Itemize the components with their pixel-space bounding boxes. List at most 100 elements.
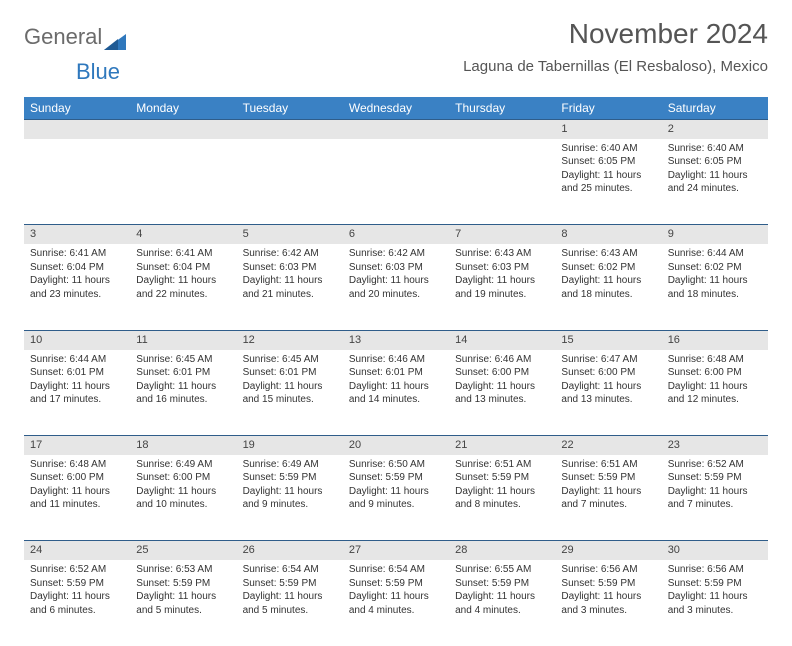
weekday-friday: Friday <box>555 97 661 120</box>
day-cell: Sunrise: 6:54 AMSunset: 5:59 PMDaylight:… <box>343 560 449 646</box>
day-number-cell: 13 <box>343 330 449 349</box>
daynum-row: 10111213141516 <box>24 330 768 349</box>
day-cell: Sunrise: 6:45 AMSunset: 6:01 PMDaylight:… <box>130 350 236 436</box>
daylight-text: Daylight: 11 hours and 8 minutes. <box>455 485 549 512</box>
daylight-text: Daylight: 11 hours and 5 minutes. <box>243 590 337 617</box>
day-number-cell: 25 <box>130 541 236 560</box>
day-cell: Sunrise: 6:41 AMSunset: 6:04 PMDaylight:… <box>24 244 130 330</box>
day-number: 21 <box>455 438 549 453</box>
daylight-text: Daylight: 11 hours and 3 minutes. <box>668 590 762 617</box>
day-number-cell: 18 <box>130 436 236 455</box>
day-number-cell: 5 <box>237 225 343 244</box>
day-number: 30 <box>668 543 762 558</box>
sunrise-text: Sunrise: 6:51 AM <box>561 458 655 472</box>
day-number-cell: 3 <box>24 225 130 244</box>
daylight-text: Daylight: 11 hours and 13 minutes. <box>455 380 549 407</box>
day-cell-content: Sunrise: 6:42 AMSunset: 6:03 PMDaylight:… <box>343 244 449 307</box>
week-row: Sunrise: 6:48 AMSunset: 6:00 PMDaylight:… <box>24 455 768 541</box>
logo-triangle-icon <box>104 32 126 52</box>
day-number: 4 <box>136 227 230 242</box>
day-number-cell: 23 <box>662 436 768 455</box>
sunrise-text: Sunrise: 6:43 AM <box>561 247 655 261</box>
weekday-sunday: Sunday <box>24 97 130 120</box>
daylight-text: Daylight: 11 hours and 22 minutes. <box>136 274 230 301</box>
month-title: November 2024 <box>463 18 768 50</box>
day-cell-content: Sunrise: 6:56 AMSunset: 5:59 PMDaylight:… <box>662 560 768 623</box>
day-cell-content: Sunrise: 6:51 AMSunset: 5:59 PMDaylight:… <box>449 455 555 518</box>
sunrise-text: Sunrise: 6:56 AM <box>668 563 762 577</box>
day-cell-content: Sunrise: 6:45 AMSunset: 6:01 PMDaylight:… <box>237 350 343 413</box>
day-number-cell: 30 <box>662 541 768 560</box>
day-cell: Sunrise: 6:51 AMSunset: 5:59 PMDaylight:… <box>555 455 661 541</box>
day-cell-content <box>343 139 449 148</box>
day-cell: Sunrise: 6:48 AMSunset: 6:00 PMDaylight:… <box>24 455 130 541</box>
sunrise-text: Sunrise: 6:53 AM <box>136 563 230 577</box>
day-number: 19 <box>243 438 337 453</box>
weekday-wednesday: Wednesday <box>343 97 449 120</box>
sunrise-text: Sunrise: 6:52 AM <box>668 458 762 472</box>
sunset-text: Sunset: 6:03 PM <box>455 261 549 275</box>
sunset-text: Sunset: 5:59 PM <box>243 577 337 591</box>
sunrise-text: Sunrise: 6:41 AM <box>30 247 124 261</box>
daylight-text: Daylight: 11 hours and 16 minutes. <box>136 380 230 407</box>
daylight-text: Daylight: 11 hours and 4 minutes. <box>455 590 549 617</box>
sunrise-text: Sunrise: 6:44 AM <box>668 247 762 261</box>
sunrise-text: Sunrise: 6:40 AM <box>561 142 655 156</box>
day-number: 16 <box>668 333 762 348</box>
day-cell: Sunrise: 6:44 AMSunset: 6:02 PMDaylight:… <box>662 244 768 330</box>
sunrise-text: Sunrise: 6:49 AM <box>243 458 337 472</box>
daylight-text: Daylight: 11 hours and 5 minutes. <box>136 590 230 617</box>
sunset-text: Sunset: 5:59 PM <box>30 577 124 591</box>
day-cell-content: Sunrise: 6:46 AMSunset: 6:01 PMDaylight:… <box>343 350 449 413</box>
day-cell-content: Sunrise: 6:56 AMSunset: 5:59 PMDaylight:… <box>555 560 661 623</box>
sunrise-text: Sunrise: 6:54 AM <box>243 563 337 577</box>
sunset-text: Sunset: 6:00 PM <box>455 366 549 380</box>
sunset-text: Sunset: 6:00 PM <box>668 366 762 380</box>
day-number-cell: 16 <box>662 330 768 349</box>
week-row: Sunrise: 6:44 AMSunset: 6:01 PMDaylight:… <box>24 350 768 436</box>
week-row: Sunrise: 6:52 AMSunset: 5:59 PMDaylight:… <box>24 560 768 646</box>
day-number: 28 <box>455 543 549 558</box>
daylight-text: Daylight: 11 hours and 14 minutes. <box>349 380 443 407</box>
daylight-text: Daylight: 11 hours and 9 minutes. <box>243 485 337 512</box>
day-cell-content: Sunrise: 6:44 AMSunset: 6:01 PMDaylight:… <box>24 350 130 413</box>
day-cell-content: Sunrise: 6:54 AMSunset: 5:59 PMDaylight:… <box>343 560 449 623</box>
day-number-cell <box>130 120 236 139</box>
daylight-text: Daylight: 11 hours and 20 minutes. <box>349 274 443 301</box>
day-number-cell: 7 <box>449 225 555 244</box>
logo-text-blue: Blue <box>76 59 120 84</box>
day-cell-content: Sunrise: 6:40 AMSunset: 6:05 PMDaylight:… <box>555 139 661 202</box>
day-cell: Sunrise: 6:44 AMSunset: 6:01 PMDaylight:… <box>24 350 130 436</box>
day-cell-content: Sunrise: 6:44 AMSunset: 6:02 PMDaylight:… <box>662 244 768 307</box>
day-cell: Sunrise: 6:49 AMSunset: 5:59 PMDaylight:… <box>237 455 343 541</box>
daynum-row: 17181920212223 <box>24 436 768 455</box>
sunrise-text: Sunrise: 6:48 AM <box>30 458 124 472</box>
day-cell: Sunrise: 6:55 AMSunset: 5:59 PMDaylight:… <box>449 560 555 646</box>
sunrise-text: Sunrise: 6:47 AM <box>561 353 655 367</box>
day-number: 29 <box>561 543 655 558</box>
day-number: 26 <box>243 543 337 558</box>
day-number-cell: 22 <box>555 436 661 455</box>
weekday-saturday: Saturday <box>662 97 768 120</box>
sunrise-text: Sunrise: 6:54 AM <box>349 563 443 577</box>
day-number-cell: 12 <box>237 330 343 349</box>
sunset-text: Sunset: 6:05 PM <box>561 155 655 169</box>
day-cell-content: Sunrise: 6:49 AMSunset: 6:00 PMDaylight:… <box>130 455 236 518</box>
day-cell: Sunrise: 6:43 AMSunset: 6:02 PMDaylight:… <box>555 244 661 330</box>
day-cell <box>130 139 236 225</box>
daylight-text: Daylight: 11 hours and 18 minutes. <box>561 274 655 301</box>
day-cell: Sunrise: 6:47 AMSunset: 6:00 PMDaylight:… <box>555 350 661 436</box>
day-number: 6 <box>349 227 443 242</box>
sunrise-text: Sunrise: 6:56 AM <box>561 563 655 577</box>
day-cell-content: Sunrise: 6:52 AMSunset: 5:59 PMDaylight:… <box>662 455 768 518</box>
day-cell: Sunrise: 6:54 AMSunset: 5:59 PMDaylight:… <box>237 560 343 646</box>
day-cell-content <box>237 139 343 148</box>
sunrise-text: Sunrise: 6:45 AM <box>243 353 337 367</box>
sunset-text: Sunset: 6:01 PM <box>349 366 443 380</box>
day-number-cell <box>343 120 449 139</box>
daylight-text: Daylight: 11 hours and 23 minutes. <box>30 274 124 301</box>
day-number: 3 <box>30 227 124 242</box>
sunset-text: Sunset: 6:04 PM <box>30 261 124 275</box>
sunset-text: Sunset: 5:59 PM <box>136 577 230 591</box>
day-number: 11 <box>136 333 230 348</box>
